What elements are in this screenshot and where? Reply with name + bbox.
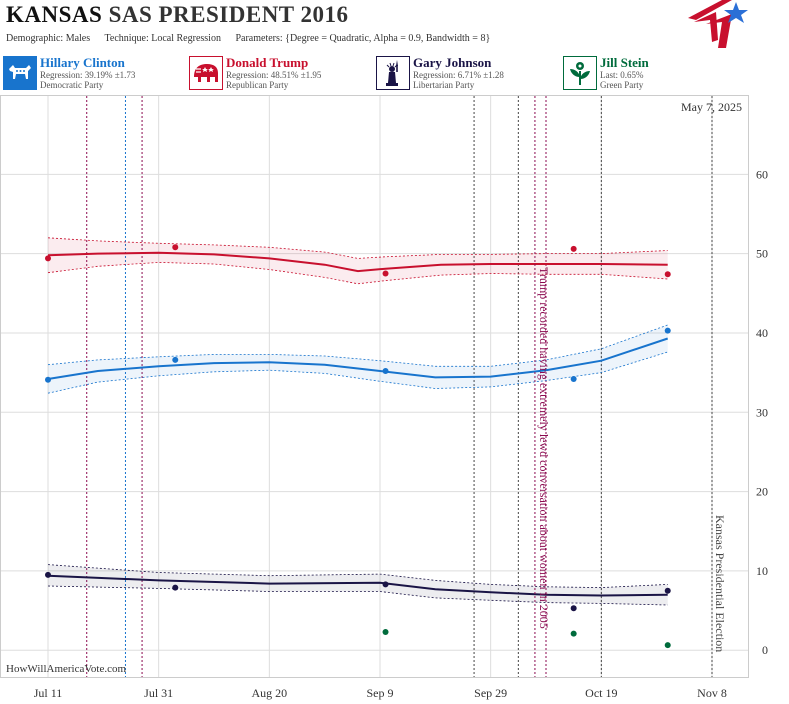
candidate-stat: Regression: 48.51% ±1.95 (226, 70, 322, 80)
y-tick-label: 60 (756, 167, 768, 181)
event-lines (86, 96, 602, 677)
watermark: HowWillAmericaVote.com (6, 663, 126, 675)
poll-point (664, 271, 671, 278)
candidate-card-stein: Jill Stein Last: 0.65% Green Party (562, 55, 742, 93)
y-tick-label: 20 (756, 485, 768, 499)
poll-point (172, 356, 179, 363)
confidence-band (48, 237, 668, 284)
poll-point (172, 584, 179, 591)
y-tick-label: 0 (762, 643, 768, 657)
poll-point (45, 255, 51, 262)
poll-point (664, 327, 671, 334)
x-tick-label: Sep 29 (474, 686, 507, 700)
candidate-party: Green Party (600, 80, 644, 90)
header: KANSAS SAS PRESIDENT 2016 Demographic: M… (0, 0, 750, 50)
trend-line (47, 574, 668, 597)
candidate-name: Gary Johnson (413, 55, 492, 70)
statue-of-liberty-icon (376, 56, 410, 90)
y-tick-label: 50 (756, 247, 768, 261)
date-stamp: May 7, 2025 (681, 100, 742, 114)
x-tick-label: Sep 9 (367, 686, 394, 700)
trend-line (47, 337, 669, 380)
poll-point (570, 630, 577, 637)
y-tick-label: 30 (756, 405, 768, 419)
trend-lines (47, 251, 669, 597)
band-upper (47, 324, 668, 367)
page-title: KANSAS SAS PRESIDENT 2016 (6, 2, 348, 28)
technique-label: Technique: Local Regression (104, 33, 221, 44)
poll-point (45, 376, 51, 383)
poll-point (664, 642, 671, 649)
flower-icon (563, 56, 597, 90)
annotation-label: Kansas Presidential Election (713, 515, 727, 652)
poll-point (570, 605, 577, 612)
candidate-name: Donald Trump (226, 55, 309, 70)
candidate-party: Libertarian Party (413, 80, 475, 90)
site-logo-icon (688, 0, 748, 48)
candidate-stat: Regression: 6.71% ±1.28 (413, 70, 504, 80)
candidate-card-trump: Donald Trump Regression: 48.51% ±1.95 Re… (188, 55, 368, 93)
demographic-label: Demographic: Males (6, 33, 91, 44)
poll-point (382, 581, 389, 588)
annotations: Trump recorded having extremely lewd con… (534, 96, 727, 677)
candidate-legend: Hillary Clinton Regression: 39.19% ±1.73… (0, 55, 750, 93)
candidate-name: Hillary Clinton (40, 55, 125, 70)
candidate-card-clinton: Hillary Clinton Regression: 39.19% ±1.73… (2, 55, 182, 93)
poll-point (382, 270, 389, 277)
annotation-label: Trump recorded having extremely lewd con… (537, 267, 551, 629)
donkey-icon (3, 56, 37, 90)
candidate-card-johnson: Gary Johnson Regression: 6.71% ±1.28 Lib… (375, 55, 555, 93)
poll-point (570, 245, 577, 252)
candidate-stat: Last: 0.65% (600, 70, 644, 80)
x-tick-label: Jul 11 (34, 686, 63, 700)
candidate-party: Republican Party (226, 80, 289, 90)
candidate-stat: Regression: 39.19% ±1.73 (40, 70, 136, 80)
title-race: SAS PRESIDENT 2016 (108, 2, 349, 27)
candidate-name: Jill Stein (600, 55, 649, 70)
x-tick-label: Nov 8 (697, 686, 727, 700)
poll-point (382, 628, 389, 635)
x-tick-label: Oct 19 (585, 686, 617, 700)
elephant-icon (189, 56, 223, 90)
poll-point (664, 587, 671, 594)
confidence-band (48, 564, 668, 605)
confidence-bands (47, 237, 668, 606)
y-tick-label: 40 (756, 326, 768, 340)
parameters-line: Demographic: Males Technique: Local Regr… (6, 33, 502, 44)
poll-point (172, 244, 179, 251)
title-state: KANSAS (6, 2, 103, 27)
poll-points (45, 244, 671, 649)
band-lower (47, 261, 668, 285)
poll-point (45, 571, 51, 578)
x-axis: Jul 11 Jul 31 Aug 20 Sep 9 Sep 29 Oct 19 Nov 8 (34, 686, 727, 700)
confidence-band (48, 325, 668, 394)
trend-line (47, 251, 668, 273)
poll-point (570, 375, 577, 382)
y-axis: 0 10 20 30 40 50 60 (756, 167, 768, 657)
x-tick-label: Jul 31 (144, 686, 173, 700)
parameters-label: Parameters: {Degree = Quadratic, Alpha =… (235, 33, 491, 44)
x-tick-label: Aug 20 (251, 686, 287, 700)
poll-point (382, 368, 389, 375)
candidate-party: Democratic Party (40, 80, 104, 90)
y-tick-label: 10 (756, 564, 768, 578)
poll-chart: 0 10 20 30 40 50 60 Jul 11 Jul 31 Aug 20 Sep 9 Sep… (0, 95, 768, 700)
